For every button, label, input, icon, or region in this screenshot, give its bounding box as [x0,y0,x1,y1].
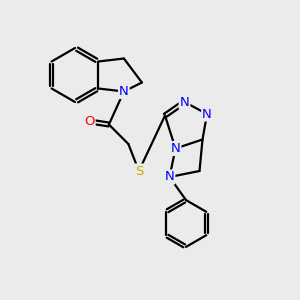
Text: N: N [165,170,174,184]
Text: N: N [119,85,129,98]
Text: S: S [135,164,143,178]
Text: N: N [202,107,212,121]
Text: N: N [171,142,180,155]
Text: N: N [180,95,189,109]
Text: O: O [84,115,94,128]
